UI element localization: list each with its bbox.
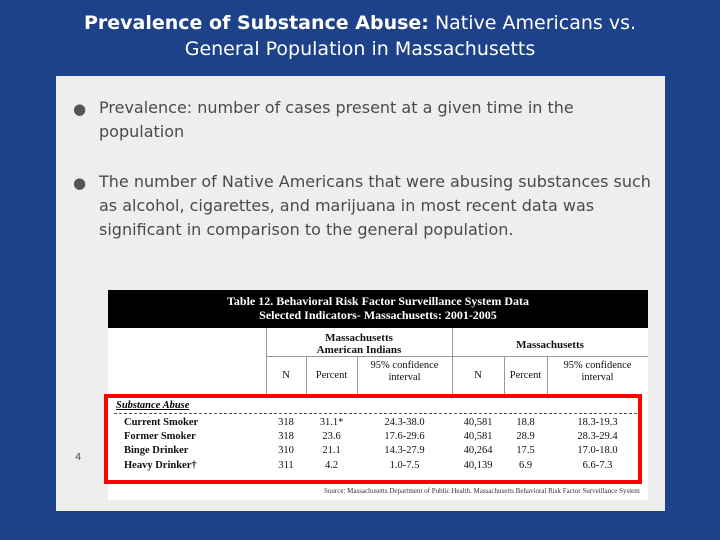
row-label: Former Smoker bbox=[124, 431, 196, 442]
cell-ci2: 28.3-29.4 bbox=[577, 431, 618, 442]
row-label: Heavy Drinker† bbox=[124, 460, 197, 471]
table-source-note: Source: Massachusetts Department of Publ… bbox=[324, 487, 640, 495]
col-header-percent: Percent bbox=[315, 370, 348, 381]
ci-line-2: interval bbox=[388, 372, 421, 383]
bullet-dot-icon: ● bbox=[73, 174, 87, 192]
group1-line-1: Massachusetts bbox=[325, 332, 393, 344]
page-number: 4 bbox=[75, 452, 82, 463]
ci-line-1: 95% confidence bbox=[563, 360, 632, 371]
cell-n2: 40,139 bbox=[463, 460, 493, 471]
bullet-text: Prevalence: number of cases present at a… bbox=[99, 98, 574, 141]
grid-line bbox=[504, 356, 505, 394]
cell-p1: 23.6 bbox=[322, 431, 341, 442]
row-label: Current Smoker bbox=[124, 417, 199, 428]
ci-line-2: interval bbox=[581, 372, 614, 383]
cell-ci2: 17.0-18.0 bbox=[577, 445, 618, 456]
bullet-text: The number of Native Americans that were… bbox=[99, 172, 651, 239]
cell-p1: 21.1 bbox=[322, 445, 341, 456]
title-bold: Prevalence of Substance Abuse: bbox=[83, 12, 429, 34]
bullet-item: ● Prevalence: number of cases present at… bbox=[56, 96, 656, 144]
table-row: Current Smoker 318 31.1* 24.3-38.0 40,58… bbox=[108, 417, 648, 429]
cell-p1: 4.2 bbox=[324, 460, 339, 471]
col-header-n: N bbox=[474, 370, 482, 381]
grid-line bbox=[357, 356, 358, 394]
cell-n2: 40,581 bbox=[463, 431, 493, 442]
table-row: Binge Drinker 310 21.1 14.3-27.9 40,264 … bbox=[108, 445, 648, 457]
grid-line bbox=[547, 356, 548, 394]
group1-line-2: American Indians bbox=[316, 344, 402, 356]
title-line-2: General Population in Massachusetts bbox=[184, 38, 536, 60]
group-header-american-indians: Massachusetts American Indians bbox=[266, 332, 452, 356]
cell-n1: 318 bbox=[278, 417, 294, 428]
cell-p2: 28.9 bbox=[516, 431, 535, 442]
table-row: Former Smoker 318 23.6 17.6-29.6 40,581 … bbox=[108, 431, 648, 443]
group-header-general: Massachusetts bbox=[516, 339, 584, 351]
bullet-item: ● The number of Native Americans that we… bbox=[56, 170, 656, 242]
table-header-bar: Table 12. Behavioral Risk Factor Surveil… bbox=[108, 290, 648, 328]
cell-p2: 6.9 bbox=[518, 460, 533, 471]
cell-n1: 310 bbox=[278, 445, 294, 456]
grid-line bbox=[266, 356, 648, 357]
table-title-line-2: Selected Indicators- Massachusetts: 2001… bbox=[259, 308, 497, 322]
cell-ci1: 1.0-7.5 bbox=[389, 460, 420, 471]
section-label-substance-abuse: Substance Abuse bbox=[116, 400, 190, 411]
grid-line bbox=[306, 356, 307, 394]
bullet-dot-icon: ● bbox=[73, 100, 87, 118]
cell-n2: 40,264 bbox=[463, 445, 493, 456]
row-label: Binge Drinker bbox=[124, 445, 189, 456]
section-divider bbox=[114, 413, 642, 414]
grid-line bbox=[452, 328, 453, 394]
col-header-ci: 95% confidence interval bbox=[547, 360, 648, 384]
cell-p2: 18.8 bbox=[516, 417, 535, 428]
highlight-box bbox=[104, 394, 642, 484]
cell-ci1: 14.3-27.9 bbox=[384, 445, 425, 456]
col-header-n: N bbox=[282, 370, 290, 381]
cell-n1: 311 bbox=[278, 460, 294, 471]
col-header-percent: Percent bbox=[509, 370, 542, 381]
cell-n2: 40,581 bbox=[463, 417, 493, 428]
col-header-ci: 95% confidence interval bbox=[357, 360, 452, 384]
cell-ci1: 24.3-38.0 bbox=[384, 417, 425, 428]
slide-title: Prevalence of Substance Abuse: Native Am… bbox=[0, 10, 720, 62]
cell-p1: 31.1* bbox=[319, 417, 344, 428]
table-row: Heavy Drinker† 311 4.2 1.0-7.5 40,139 6.… bbox=[108, 460, 648, 472]
table-title-line-1: Table 12. Behavioral Risk Factor Surveil… bbox=[227, 294, 529, 308]
data-table-image: Table 12. Behavioral Risk Factor Surveil… bbox=[104, 290, 648, 500]
content-card: ● Prevalence: number of cases present at… bbox=[56, 76, 665, 511]
ci-line-1: 95% confidence bbox=[370, 360, 439, 371]
cell-p2: 17.5 bbox=[516, 445, 535, 456]
bullet-list: ● Prevalence: number of cases present at… bbox=[56, 96, 656, 268]
title-rest: Native Americans vs. bbox=[428, 12, 637, 34]
grid-line bbox=[266, 328, 267, 394]
cell-n1: 318 bbox=[278, 431, 294, 442]
cell-ci2: 6.6-7.3 bbox=[582, 460, 613, 471]
cell-ci2: 18.3-19.3 bbox=[577, 417, 618, 428]
cell-ci1: 17.6-29.6 bbox=[384, 431, 425, 442]
